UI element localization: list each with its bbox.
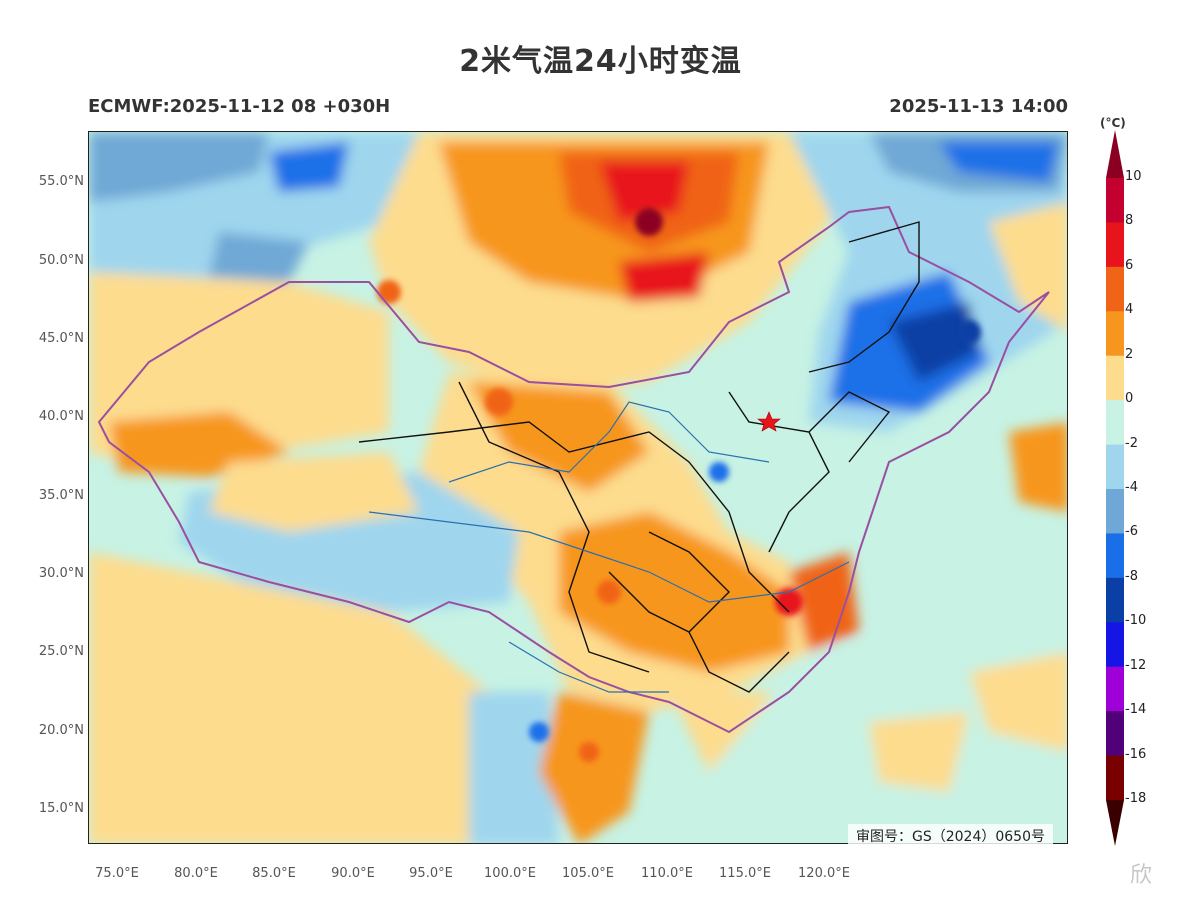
map-approval-credit: 审图号：GS（2024）0650号 [848, 824, 1053, 848]
lat-tick-label: 45.0°N [38, 331, 84, 346]
lat-tick-label: 50.0°N [38, 253, 84, 268]
colorbar-segment [1106, 489, 1124, 534]
beijing-star-icon [757, 411, 781, 432]
colorbar-tick-label: -2 [1125, 435, 1138, 451]
colorbar-top-arrow [1106, 130, 1124, 178]
lat-tick-label: 20.0°N [38, 723, 84, 738]
colorbar-tick-label: 6 [1125, 257, 1134, 273]
lat-tick-label: 35.0°N [38, 488, 84, 503]
colorbar-bottom-arrow [1106, 800, 1124, 846]
temperature-change-map [88, 131, 1068, 844]
province-borders [358, 221, 920, 693]
watermark: 欣 [1130, 863, 1153, 888]
china-border [97, 205, 1050, 734]
colorbar-segment [1106, 266, 1124, 312]
colorbar-segment [1106, 577, 1124, 623]
lon-tick-label: 110.0°E [641, 866, 693, 881]
colorbar-tick-label: 4 [1125, 302, 1134, 318]
colorbar-segment [1106, 355, 1124, 401]
colorbar-segment [1106, 755, 1124, 801]
colorbar-segment [1106, 711, 1124, 757]
colorbar-tick-label: 2 [1125, 346, 1134, 362]
colorbar-segment [1106, 178, 1124, 223]
colorbar-tick-label: -14 [1125, 702, 1147, 718]
colorbar-segment [1106, 533, 1124, 579]
temperature-field [89, 132, 1067, 843]
lon-tick-label: 90.0°E [331, 866, 375, 881]
lat-tick-label: 15.0°N [38, 801, 84, 816]
lon-tick-label: 105.0°E [562, 866, 614, 881]
lat-tick-label: 40.0°N [38, 409, 84, 424]
lon-tick-label: 115.0°E [719, 866, 771, 881]
lon-tick-label: 100.0°E [484, 866, 536, 881]
temperature-spots [377, 208, 981, 762]
colorbar-tick-label: -10 [1125, 613, 1147, 629]
valid-time-label: 2025-11-13 14:00 [889, 96, 1068, 117]
lon-tick-label: 120.0°E [798, 866, 850, 881]
colorbar-tick-label: -4 [1125, 480, 1138, 495]
lon-tick-label: 95.0°E [409, 866, 453, 881]
colorbar-tick-label: 0 [1125, 391, 1134, 407]
model-run-label: ECMWF:2025-11-12 08 +030H [88, 96, 391, 117]
colorbar-tick-label: -8 [1125, 568, 1138, 584]
colorbar-tick-label: -6 [1125, 524, 1138, 540]
lon-tick-label: 85.0°E [252, 866, 296, 881]
colorbar-unit: (°C) [1100, 116, 1126, 130]
colorbar [1106, 130, 1124, 846]
colorbar-tick-label: -18 [1125, 791, 1147, 806]
colorbar-segment [1106, 666, 1124, 712]
map-canvas [89, 132, 1067, 843]
lon-tick-label: 75.0°E [95, 866, 139, 881]
colorbar-tick-label: -16 [1125, 746, 1147, 762]
colorbar-tick-label: 8 [1125, 213, 1134, 229]
colorbar-segment [1106, 400, 1124, 446]
lat-tick-label: 25.0°N [38, 644, 84, 659]
map-title: 2米气温24小时变温 [459, 44, 742, 79]
colorbar-segment [1106, 222, 1124, 268]
lat-tick-label: 55.0°N [38, 174, 84, 189]
colorbar-tick-label: 10 [1125, 169, 1142, 184]
rivers [368, 401, 850, 693]
lat-tick-label: 30.0°N [38, 566, 84, 581]
colorbar-tick-label: -12 [1125, 657, 1147, 673]
colorbar-segment [1106, 311, 1124, 357]
colorbar-segment [1106, 622, 1124, 668]
lon-tick-label: 80.0°E [174, 866, 218, 881]
colorbar-segment [1106, 444, 1124, 490]
